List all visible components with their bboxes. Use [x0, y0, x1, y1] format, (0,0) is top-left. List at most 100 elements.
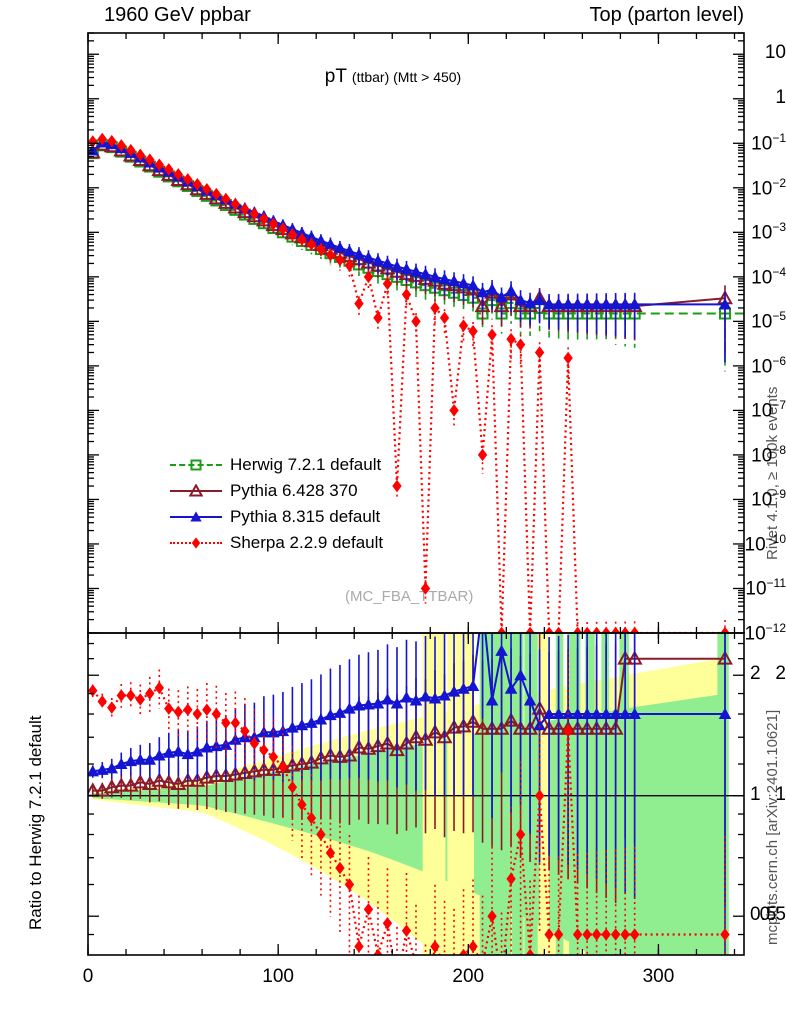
legend-marker-triangle-open-icon: [189, 484, 203, 497]
data-marker: [438, 689, 451, 701]
data-marker: [151, 772, 168, 787]
y-tick-label: 10−9: [751, 487, 786, 511]
data-marker: [145, 687, 155, 700]
data-marker: [419, 690, 432, 702]
data-marker: [428, 692, 442, 704]
data-marker: [466, 279, 480, 291]
data-marker: [495, 644, 508, 656]
legend-item-0[interactable]: Herwig 7.2.1 default: [170, 452, 383, 478]
data-marker: [420, 582, 431, 595]
data-marker: [217, 767, 234, 783]
data-marker: [88, 135, 98, 148]
data-marker: [495, 290, 508, 303]
data-marker: [401, 924, 412, 937]
ratio-tick-label-left: 0.5: [759, 904, 786, 926]
data-marker: [609, 707, 622, 720]
data-marker: [324, 708, 337, 721]
data-marker: [720, 928, 730, 941]
tail-band: [539, 633, 550, 955]
data-marker: [400, 691, 413, 703]
data-marker: [371, 254, 385, 266]
data-marker: [362, 251, 375, 263]
legend-label: Sherpa 2.2.9 default: [230, 533, 384, 552]
plot-title-sub: (ttbar) (Mtt > 450): [351, 69, 462, 85]
data-marker: [411, 958, 420, 971]
data-marker: [173, 168, 184, 181]
data-marker: [189, 772, 206, 787]
ratio-panel-frame: [87, 632, 745, 956]
series-3: [88, 132, 730, 633]
data-marker: [287, 780, 298, 794]
analysis-watermark: (MC_FBA_TTBAR): [345, 588, 474, 605]
data-marker: [392, 479, 402, 493]
data-marker: [400, 262, 413, 275]
data-marker: [191, 537, 201, 549]
inner-band: [92, 693, 725, 955]
legend-key: [170, 455, 222, 475]
data-marker: [88, 684, 98, 697]
data-marker: [620, 626, 630, 633]
data-marker: [221, 192, 231, 206]
data-marker: [107, 134, 117, 148]
data-marker: [268, 217, 279, 231]
legend-item-2[interactable]: Pythia 8.315 default: [170, 504, 383, 530]
data-marker: [249, 737, 260, 750]
legend-key: [170, 533, 222, 553]
data-marker: [468, 324, 478, 338]
data-marker: [134, 753, 147, 765]
data-marker: [628, 707, 641, 720]
data-marker: [210, 739, 223, 752]
y-tick-label: 10−1: [751, 131, 786, 155]
legend-item-3[interactable]: Sherpa 2.2.9 default: [170, 530, 383, 556]
data-marker: [449, 404, 459, 417]
data-marker: [172, 745, 185, 757]
data-marker: [478, 958, 487, 971]
data-marker: [115, 757, 128, 770]
data-marker: [430, 940, 440, 953]
tail-band: [717, 633, 729, 955]
legend-label: Pythia 6.428 370: [230, 481, 358, 500]
legend-key: [170, 507, 222, 527]
data-marker: [286, 721, 299, 733]
y-tick-label: 10−4: [751, 264, 786, 289]
data-marker: [295, 718, 309, 731]
data-marker: [430, 301, 440, 315]
y-tick-label: 10−12: [744, 621, 786, 645]
data-marker: [553, 626, 564, 633]
series-2: [88, 136, 732, 363]
data-marker: [343, 244, 356, 257]
data-marker: [306, 237, 317, 251]
y-tick-label: 10−8: [751, 442, 786, 467]
data-marker: [506, 332, 516, 346]
data-marker: [343, 702, 356, 714]
data-marker: [618, 298, 632, 310]
data-marker: [126, 689, 136, 702]
data-marker: [97, 132, 107, 146]
data-marker: [544, 626, 554, 633]
data-marker: [571, 298, 584, 310]
ratio-series-2: [88, 651, 730, 971]
legend-item-1[interactable]: Pythia 6.428 370: [170, 478, 383, 504]
series-line: [92, 137, 725, 633]
data-marker: [720, 626, 730, 633]
data-marker: [164, 702, 174, 715]
data-marker: [198, 769, 215, 784]
data-marker: [116, 139, 126, 152]
data-marker: [718, 707, 732, 720]
legend-label: Herwig 7.2.1 default: [230, 455, 382, 474]
data-marker: [153, 749, 166, 761]
data-marker: [438, 272, 451, 285]
data-marker: [591, 928, 602, 941]
data-marker: [552, 707, 565, 720]
data-marker: [571, 707, 584, 720]
x-tick-label: 300: [642, 966, 675, 987]
data-marker: [333, 706, 347, 718]
data-marker: [457, 682, 470, 694]
data-marker: [487, 909, 497, 923]
data-marker: [88, 765, 100, 777]
data-marker: [179, 772, 196, 787]
data-marker: [439, 311, 450, 325]
data-marker: [333, 241, 347, 253]
data-marker: [474, 297, 491, 313]
legend-marker-square-open-icon: [190, 459, 202, 471]
